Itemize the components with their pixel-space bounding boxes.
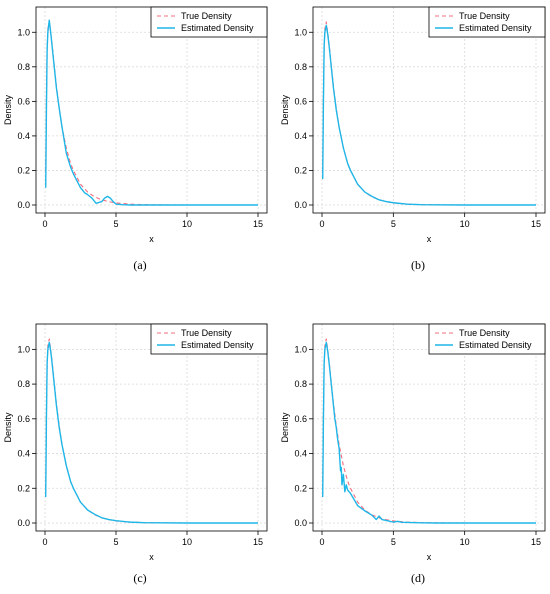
legend: True Density Estimated Density xyxy=(428,323,546,355)
x-tick-label: 15 xyxy=(253,219,263,229)
y-tick-label: 0.0 xyxy=(294,518,307,528)
legend-entry-label: True Density xyxy=(181,328,232,338)
y-axis-label: Density xyxy=(280,412,290,443)
x-tick-label: 0 xyxy=(42,219,47,229)
x-tick-label: 10 xyxy=(182,219,192,229)
y-tick-label: 0.6 xyxy=(294,96,307,106)
legend-box xyxy=(150,6,268,38)
x-axis-label: x xyxy=(427,552,432,562)
x-tick-label: 10 xyxy=(460,219,470,229)
panel-caption-a: (a) xyxy=(133,258,147,272)
panel-caption-b: (b) xyxy=(411,258,425,272)
x-tick-label: 5 xyxy=(391,219,396,229)
legend-box xyxy=(428,6,546,38)
x-axis-label: x xyxy=(427,234,432,244)
y-tick-label: 0.2 xyxy=(17,165,30,175)
y-tick-label: 0.2 xyxy=(294,165,307,175)
legend-entry-label: True Density xyxy=(459,11,510,21)
y-axis-label: Density xyxy=(3,412,13,443)
legend-entry-label: Estimated Density xyxy=(181,23,254,33)
estimated-density-line xyxy=(45,341,258,524)
panel-caption-d: (d) xyxy=(411,571,425,585)
y-tick-label: 0.4 xyxy=(17,131,30,141)
true-density-line xyxy=(45,21,258,206)
y-tick-label: 0.8 xyxy=(17,379,30,389)
plot-frame xyxy=(312,6,546,214)
x-tick-label: 0 xyxy=(42,537,47,547)
density-panel: 0 5 10 15 0.0 0.2 0.4 0.6 0.8 1.0 x Density True Den… xyxy=(280,6,546,244)
x-tick-label: 0 xyxy=(319,537,324,547)
x-axis-label: x xyxy=(149,552,154,562)
legend-entry-label: Estimated Density xyxy=(459,23,532,33)
y-tick-label: 0.2 xyxy=(294,483,307,493)
density-panel: 0 5 10 15 0.0 0.2 0.4 0.6 0.8 1.0 x Density True Den… xyxy=(280,323,546,562)
legend-box xyxy=(428,323,546,355)
true-density-line xyxy=(322,338,536,524)
y-tick-label: 1.0 xyxy=(294,27,307,37)
x-axis-label: x xyxy=(149,234,154,244)
x-tick-label: 5 xyxy=(113,219,118,229)
legend: True Density Estimated Density xyxy=(150,323,268,355)
legend: True Density Estimated Density xyxy=(428,6,546,38)
x-tick-label: 5 xyxy=(391,537,396,547)
x-tick-label: 5 xyxy=(113,537,118,547)
y-tick-label: 0.0 xyxy=(294,200,307,210)
plot-frame xyxy=(35,6,268,214)
y-tick-label: 0.2 xyxy=(17,483,30,493)
x-tick-label: 15 xyxy=(531,537,541,547)
y-tick-label: 0.6 xyxy=(17,96,30,106)
y-tick-label: 1.0 xyxy=(17,344,30,354)
legend-entry-label: True Density xyxy=(181,11,232,21)
y-tick-label: 0.8 xyxy=(294,62,307,72)
plot-frame xyxy=(312,323,546,532)
x-tick-label: 10 xyxy=(182,537,192,547)
y-tick-label: 0.4 xyxy=(17,449,30,459)
x-tick-label: 10 xyxy=(460,537,470,547)
y-tick-label: 1.0 xyxy=(294,344,307,354)
legend: True Density Estimated Density xyxy=(150,6,268,38)
x-tick-label: 15 xyxy=(253,537,263,547)
y-tick-label: 1.0 xyxy=(17,27,30,37)
y-tick-label: 0.8 xyxy=(294,379,307,389)
y-tick-label: 0.0 xyxy=(17,200,30,210)
estimated-density-line xyxy=(45,19,258,206)
y-axis-label: Density xyxy=(3,94,13,125)
legend-box xyxy=(150,323,268,355)
panel-caption-c: (c) xyxy=(133,571,147,585)
density-panel: 0 5 10 15 0.0 0.2 0.4 0.6 0.8 1.0 x Density True Den… xyxy=(3,6,268,244)
y-tick-label: 0.4 xyxy=(294,449,307,459)
y-axis-label: Density xyxy=(280,94,290,125)
y-tick-label: 0.0 xyxy=(17,518,30,528)
legend-entry-label: Estimated Density xyxy=(181,340,254,350)
plot-frame xyxy=(35,323,268,532)
estimated-density-line xyxy=(322,24,536,206)
y-tick-label: 0.8 xyxy=(17,62,30,72)
density-panel: 0 5 10 15 0.0 0.2 0.4 0.6 0.8 1.0 x Density True Den… xyxy=(3,323,268,562)
y-tick-label: 0.4 xyxy=(294,131,307,141)
legend-entry-label: True Density xyxy=(459,328,510,338)
y-tick-label: 0.6 xyxy=(17,414,30,424)
x-tick-label: 0 xyxy=(319,219,324,229)
y-tick-label: 0.6 xyxy=(294,414,307,424)
legend-entry-label: Estimated Density xyxy=(459,340,532,350)
x-tick-label: 15 xyxy=(531,219,541,229)
estimated-density-line xyxy=(322,341,536,524)
